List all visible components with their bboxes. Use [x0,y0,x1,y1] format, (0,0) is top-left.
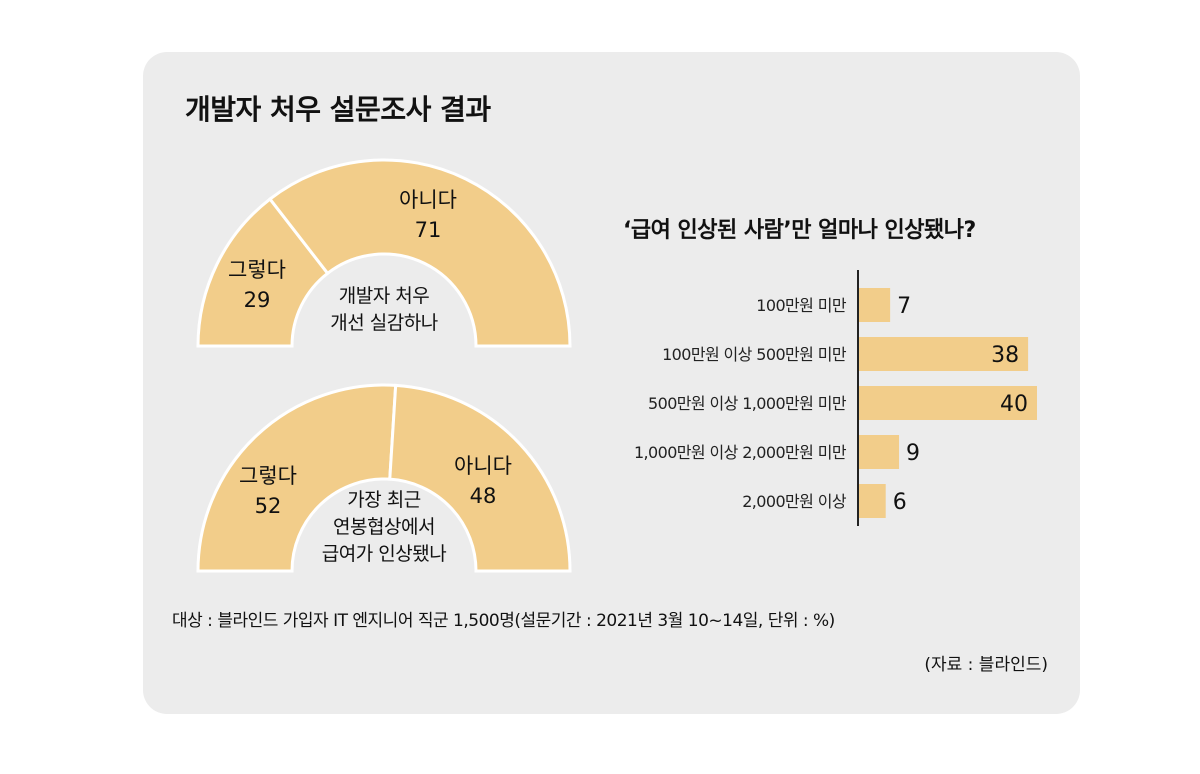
bar-2 [859,386,1037,420]
donut1-label-yes-value: 29 [243,288,271,312]
donut2-label-no-value: 48 [469,484,497,508]
donut2-question-line2: 연봉협상에서 [333,516,435,538]
bar-category-label-2: 500만원 이상 1,000만원 미만 [648,394,847,413]
donut2-question: 가장 최근 연봉협상에서 급여가 인상됐나 [321,487,447,568]
bar-value-label-0: 7 [897,294,911,319]
source-note: (자료 : 블라인드) [924,655,1048,675]
donut2-label-yes-text: 그렇다 [239,464,297,488]
chart-panel [143,52,1080,714]
bar-1 [859,337,1029,371]
donut-chart-1 [196,158,572,348]
main-title: 개발자 처우 설문조사 결과 [185,93,491,126]
donut2-label-no-text: 아니다 [454,454,512,478]
bar-4 [859,484,886,518]
bar-0 [859,288,891,322]
donut1-question-line2: 개선 실감하나 [330,312,438,334]
donut2-label-yes: 그렇다 52 [239,461,297,521]
donut1-label-no-text: 아니다 [399,188,457,212]
bar-value-label-2: 40 [1000,392,1028,417]
footnote: 대상 : 블라인드 가입자 IT 엔지니어 직군 1,500명(설문기간 : 2… [172,611,835,631]
bar-chart: 100만원 미만 7 100만원 이상 500만원 미만 38 500만원 이상 1,0… [634,270,1037,526]
donut2-question-line3: 급여가 인상됐나 [321,543,447,565]
bar-value-label-3: 9 [906,441,920,466]
bar-category-label-0: 100만원 미만 [756,296,847,315]
bar-value-label-1: 38 [991,343,1019,368]
donut2-label-yes-value: 52 [254,494,282,518]
bar-chart-title: ‘급여 인상된 사람’만 얼마나 인상됐나? [623,218,976,243]
donut1-label-no-value: 71 [414,218,442,242]
bar-category-label-3: 1,000만원 이상 2,000만원 미만 [634,443,847,462]
donut1-label-no: 아니다 71 [399,185,457,245]
donut1-question-line1: 개발자 처우 [338,285,430,307]
donut1-label-yes: 그렇다 29 [228,255,286,315]
bar-category-label-4: 2,000만원 이상 [742,492,847,511]
donut2-question-line1: 가장 최근 [347,489,421,511]
bar-3 [859,435,900,469]
donut2-slice-0 [196,383,398,573]
donut2-slice-1 [388,383,572,573]
donut1-question: 개발자 처우 개선 실감하나 [330,283,438,337]
bar-value-label-4: 6 [893,490,907,515]
donut-chart-2 [196,383,572,573]
bar-category-label-1: 100만원 이상 500만원 미만 [662,345,847,364]
donut1-label-yes-text: 그렇다 [228,258,286,282]
donut1-slice-1 [267,158,572,348]
donut2-label-no: 아니다 48 [454,451,512,511]
